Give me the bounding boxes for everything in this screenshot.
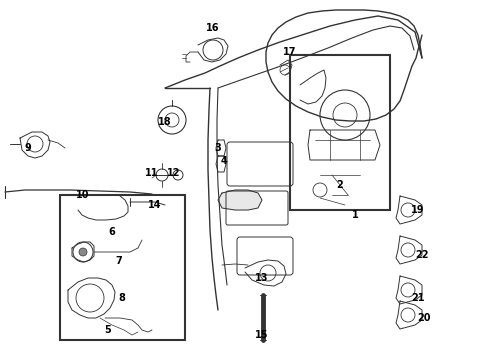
Text: 2: 2	[337, 180, 343, 190]
Bar	[60, 195, 185, 340]
Text: 6: 6	[109, 227, 115, 237]
Text: 5: 5	[105, 325, 111, 335]
Polygon shape	[218, 190, 262, 210]
Text: 20: 20	[417, 313, 431, 323]
Text: 15: 15	[255, 330, 269, 340]
Text: 13: 13	[255, 273, 269, 283]
Text: 9: 9	[24, 143, 31, 153]
Text: 18: 18	[158, 117, 172, 127]
Text: 17: 17	[283, 47, 297, 57]
Text: 4: 4	[220, 156, 227, 166]
Text: 21: 21	[411, 293, 425, 303]
Text: 12: 12	[167, 168, 181, 178]
Text: 7: 7	[116, 256, 122, 266]
Text: 3: 3	[215, 143, 221, 153]
Text: 1: 1	[352, 210, 358, 220]
Text: 11: 11	[145, 168, 159, 178]
Text: 16: 16	[206, 23, 220, 33]
Text: 14: 14	[148, 200, 162, 210]
Text: 10: 10	[76, 190, 90, 200]
Text: 19: 19	[411, 205, 425, 215]
Text: 8: 8	[119, 293, 125, 303]
Bar	[290, 55, 390, 210]
Text: 22: 22	[415, 250, 429, 260]
Circle shape	[79, 248, 87, 256]
